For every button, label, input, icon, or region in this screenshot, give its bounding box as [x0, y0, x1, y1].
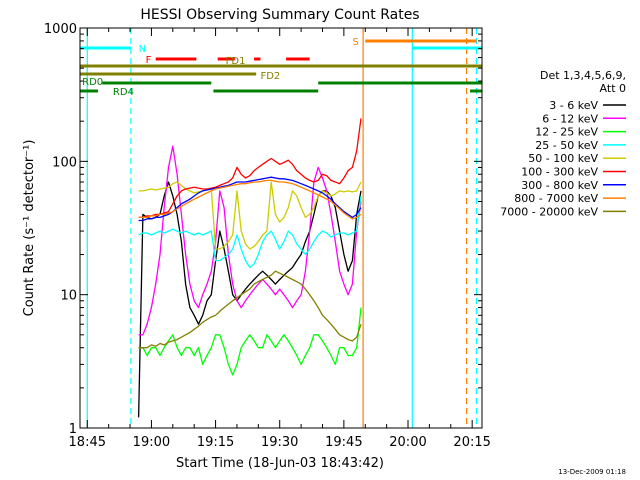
legend-label-6: 300 - 800 keV: [521, 179, 598, 192]
flag-label-fd1: FD1: [226, 56, 246, 67]
series-line-3: [138, 195, 362, 269]
y-tick-label-2: 100: [52, 155, 77, 170]
series-line-5: [138, 118, 362, 219]
footer-timestamp: 13-Dec-2009 01:18: [558, 468, 626, 476]
x-tick-label-0: 18:45: [69, 435, 106, 450]
flag-label-s: S: [352, 37, 358, 48]
x-tick-label-3: 19:30: [261, 435, 298, 450]
y-tick-label-3: 1000: [44, 22, 77, 37]
y-axis: 1 10 100 1000: [44, 22, 482, 437]
legend-label-2: 12 - 25 keV: [535, 126, 598, 139]
x-tick-label-2: 19:15: [197, 435, 234, 450]
legend-label-4: 50 - 100 keV: [528, 152, 598, 165]
legend-label-5: 100 - 300 keV: [521, 166, 598, 179]
legend-label-3: 25 - 50 keV: [535, 139, 598, 152]
series-line-1: [138, 145, 362, 336]
flag-label-fd2: FD2: [260, 71, 280, 82]
legend-header-line-1: Det 1,3,4,5,6,9,: [540, 69, 626, 82]
flag-label-n: N: [139, 44, 146, 55]
series-line-6: [138, 176, 362, 222]
series-line-2: [138, 307, 362, 376]
x-axis-label: Start Time (18-Jun-03 18:43:42): [176, 456, 384, 471]
y-tick-label-1: 10: [60, 289, 77, 304]
x-axis: 18:45 19:00 19:15 19:30 19:45 20:00 20:15: [69, 28, 491, 450]
legend-label-7: 800 - 7000 keV: [514, 192, 598, 205]
x-tick-label-6: 20:15: [453, 435, 490, 450]
x-tick-label-5: 20:00: [389, 435, 426, 450]
series-line-4: [138, 181, 362, 250]
legend-label-0: 3 - 6 keV: [549, 99, 598, 112]
series-line-8: [138, 270, 362, 349]
plot-frame: [79, 27, 483, 429]
x-tick-label-1: 19:00: [133, 435, 170, 450]
legend-label-8: 7000 - 20000 keV: [500, 205, 598, 218]
y-tick-label-0: 1: [69, 422, 77, 437]
flag-label-rd4: RD4: [113, 87, 134, 98]
x-tick-label-4: 19:45: [325, 435, 362, 450]
legend-header-line-2: Att 0: [600, 82, 626, 95]
flag-label-rd0: RD0: [82, 77, 103, 88]
y-axis-label: Count Rate (s⁻¹ detector⁻¹): [22, 140, 37, 317]
flag-label-f: F: [146, 55, 152, 66]
series-line-7: [138, 179, 362, 220]
chart-title: HESSI Observing Summary Count Rates: [140, 7, 419, 23]
series-line-0: [137, 181, 362, 418]
legend-label-1: 6 - 12 keV: [542, 112, 598, 125]
